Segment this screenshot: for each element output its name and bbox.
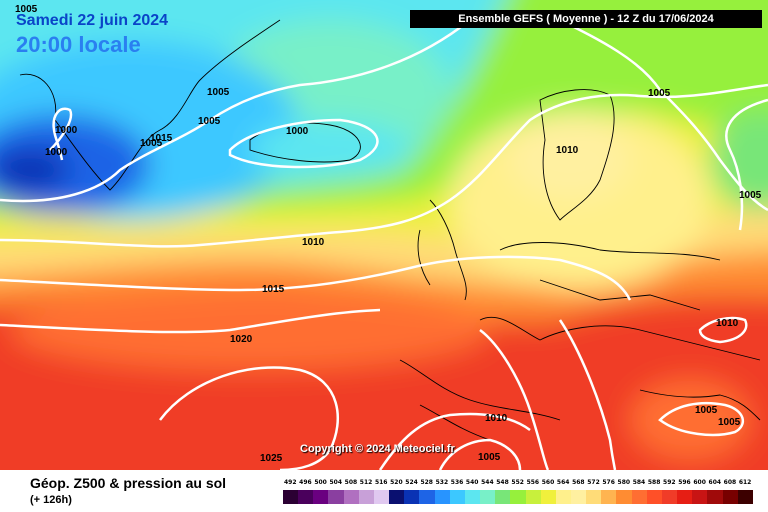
map-svg: 1005 1005 1005 1000 1000 1005 1000 1015 …: [0, 0, 768, 470]
scale-swatch: [540, 490, 556, 504]
isobar-labels: 1005 1005 1005 1000 1000 1005 1000 1015 …: [15, 4, 762, 464]
isobar-label: 1020: [230, 334, 253, 345]
isobar-label: 1005: [207, 87, 230, 98]
isobar-label: 1000: [55, 125, 78, 136]
isobar-label: 1005: [739, 190, 762, 201]
scale-swatch: [616, 490, 632, 504]
isobar-label: 1010: [716, 318, 739, 329]
forecast-time: 20:00 locale: [16, 32, 141, 57]
scale-label: 604: [708, 479, 722, 486]
scale-label: 516: [374, 479, 388, 486]
scale-label: 556: [526, 479, 540, 486]
scale-swatch: [722, 490, 738, 504]
isobar-label: 1010: [556, 145, 579, 156]
scale-label: 576: [602, 479, 615, 486]
scale-swatch: [646, 490, 662, 504]
scale-swatch: [570, 490, 587, 504]
isobar-label: 1005: [15, 4, 38, 15]
scale-label: 544: [481, 479, 494, 486]
color-scale-labels: 492 496 500 504 508 512 516 520 524 528 532 536 540 5…: [283, 479, 753, 489]
scale-swatch: [404, 490, 420, 504]
scale-label: 572: [587, 479, 600, 486]
scale-label: 512: [359, 479, 373, 486]
scale-label: 520: [390, 479, 403, 486]
scale-swatch: [555, 490, 571, 504]
map-title: Géop. Z500 & pression au sol: [30, 475, 227, 491]
scale-label: 600: [693, 479, 706, 486]
isobar-label: 1000: [45, 147, 68, 158]
scale-label: 584: [632, 479, 646, 486]
scale-label: 608: [723, 479, 737, 486]
copyright-notice: Copyright © 2024 Meteociel.fr: [300, 443, 455, 455]
scale-label: 548: [496, 479, 509, 486]
scale-swatch: [358, 490, 374, 504]
forecast-lead-time: (+ 126h): [30, 494, 72, 506]
scale-label: 500: [314, 479, 327, 486]
scale-swatch: [737, 490, 753, 504]
scale-label: 508: [344, 479, 358, 486]
scale-swatch: [661, 490, 678, 504]
scale-label: 528: [420, 479, 433, 486]
scale-label: 492: [284, 479, 297, 486]
isobar-label: 1015: [150, 133, 173, 144]
scale-label: 524: [405, 479, 418, 486]
scale-swatch: [434, 490, 450, 504]
scale-label: 580: [617, 479, 631, 486]
color-scale-bar: [283, 490, 753, 504]
scale-swatch: [586, 490, 602, 504]
scale-swatch: [692, 490, 708, 504]
model-run-banner: Ensemble GEFS ( Moyenne ) - 12 Z du 17/0…: [410, 10, 762, 28]
map-footer: Géop. Z500 & pression au sol (+ 126h) 49…: [0, 470, 768, 512]
scale-swatch: [419, 490, 435, 504]
scale-label: 592: [663, 479, 676, 486]
isobar-label: 1025: [260, 453, 283, 464]
scale-swatch: [328, 490, 344, 504]
scale-label: 596: [678, 479, 691, 486]
scale-swatch: [495, 490, 511, 504]
scale-swatch: [677, 490, 693, 504]
isobar-label: 1010: [485, 413, 508, 424]
isobar-lines: [0, 18, 768, 470]
scale-label: 568: [572, 479, 585, 486]
scale-label: 496: [299, 479, 312, 486]
scale-swatch: [343, 490, 359, 504]
scale-label: 560: [541, 479, 555, 486]
isobar-label: 1000: [286, 126, 309, 137]
isobar-label: 1010: [302, 237, 325, 248]
isobar-label: 1005: [718, 417, 741, 428]
geopotential-map: 1005 1005 1005 1000 1000 1005 1000 1015 …: [0, 0, 768, 470]
scale-swatch: [480, 490, 496, 504]
scale-swatch: [631, 490, 647, 504]
scale-label: 588: [647, 479, 661, 486]
isobar-label: 1005: [198, 116, 221, 127]
scale-swatch: [389, 490, 405, 504]
scale-label: 612: [738, 479, 752, 486]
scale-swatch: [298, 490, 314, 504]
scale-label: 532: [435, 479, 449, 486]
scale-swatch: [283, 490, 299, 504]
scale-swatch: [510, 490, 526, 504]
z500-color-field: [0, 0, 768, 470]
scale-swatch: [601, 490, 617, 504]
scale-swatch: [464, 490, 481, 504]
isobar-label: 1005: [478, 452, 501, 463]
scale-label: 536: [450, 479, 464, 486]
isobar-label: 1015: [262, 284, 285, 295]
isobar-label: 1005: [695, 405, 718, 416]
scale-swatch: [707, 490, 723, 504]
scale-swatch: [313, 490, 329, 504]
forecast-date: Samedi 22 juin 2024: [16, 12, 169, 29]
scale-swatch: [449, 490, 465, 504]
scale-label: 552: [511, 479, 524, 486]
scale-label: 540: [465, 479, 479, 486]
scale-swatch: [373, 490, 390, 504]
isobar-label: 1005: [140, 138, 163, 149]
scale-label: 564: [556, 479, 570, 486]
isobar-label: 1005: [648, 88, 671, 99]
scale-swatch: [525, 490, 541, 504]
scale-label: 504: [329, 479, 342, 486]
